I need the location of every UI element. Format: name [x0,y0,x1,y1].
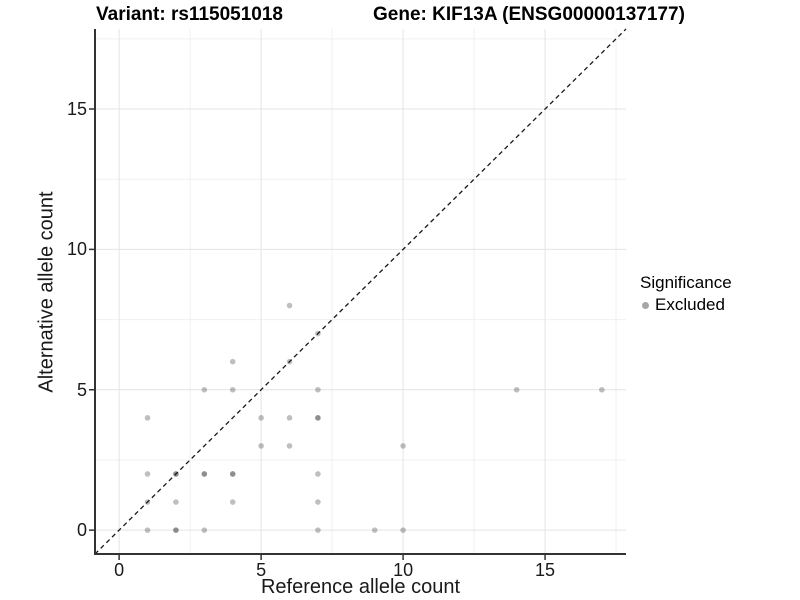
data-point [229,471,236,477]
data-point [315,386,321,393]
data-point [173,499,179,505]
data-point [400,527,406,533]
excluded-point-icon [642,301,649,309]
legend-item-label: Excluded [655,295,725,314]
legend-title: Significance [640,273,732,292]
data-point [286,443,293,449]
data-point [144,471,151,477]
data-point [173,527,179,533]
x-tick-label: 15 [535,560,556,580]
plot-title-variant: Variant: rs115051018 [96,4,283,25]
data-point [286,415,293,421]
data-point [258,415,264,421]
identity-line [94,28,627,555]
data-point [201,471,208,477]
data-point [513,386,520,393]
data-point [201,527,208,533]
y-tick-label: 10 [66,239,87,260]
y-tick-label: 0 [76,520,87,541]
data-point [315,499,321,505]
data-point [201,386,208,393]
data-point [229,358,236,365]
y-tick-label: 5 [76,379,87,400]
data-point [286,302,293,309]
x-tick-label: 5 [256,560,267,580]
x-tick-label: 0 [114,560,125,580]
y-axis-title: Alternative allele count [35,191,58,393]
plot-title-gene: Gene: KIF13A (ENSG00000137177) [373,4,685,25]
data-point [371,527,378,533]
legend: Significance Excluded [640,273,732,315]
data-point [144,415,151,421]
data-point [315,415,321,421]
y-tick-label: 15 [66,99,87,119]
x-tick-label: 10 [393,560,414,580]
data-point [599,386,605,393]
x-axis-title: Reference allele count [260,576,460,598]
data-point [315,471,321,477]
data-point [144,527,151,533]
data-point [229,499,236,505]
legend-item-excluded: Excluded [640,295,732,315]
data-point [258,443,264,449]
data-point [229,386,236,393]
data-point [400,443,406,449]
data-point [315,527,321,533]
